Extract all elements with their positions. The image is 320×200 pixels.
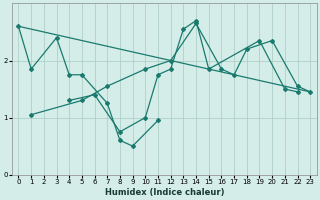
- X-axis label: Humidex (Indice chaleur): Humidex (Indice chaleur): [105, 188, 224, 197]
